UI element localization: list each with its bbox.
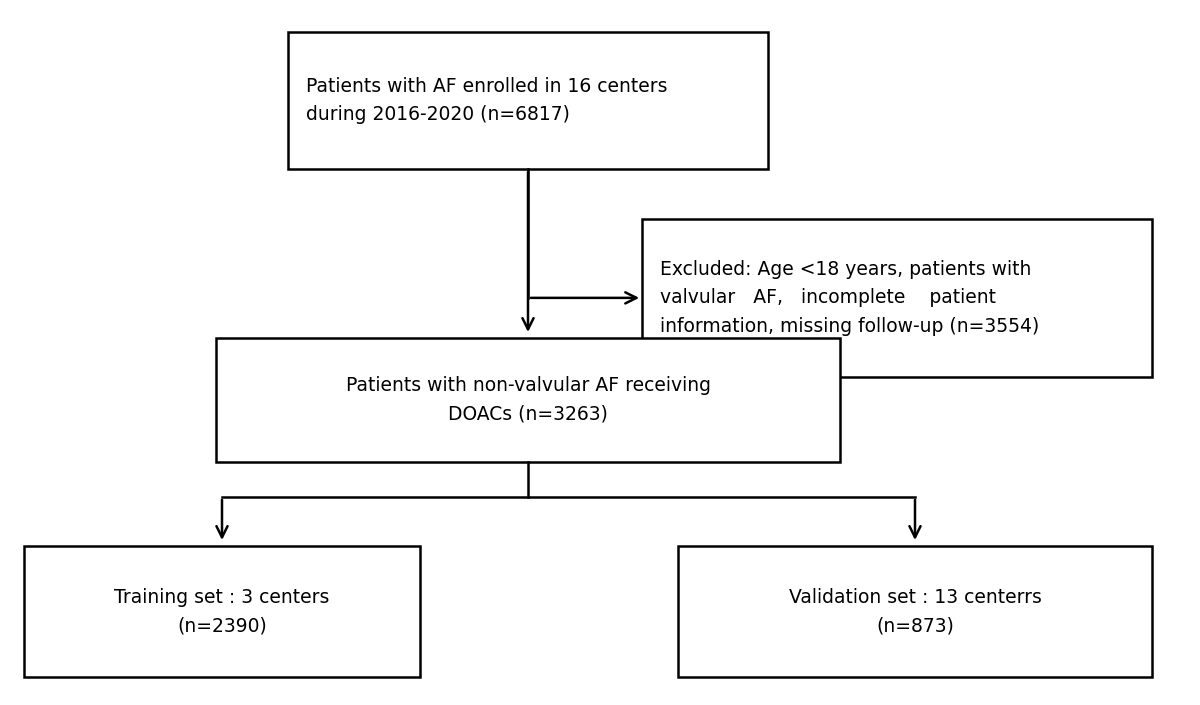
- Text: Validation set : 13 centerrs
(n=873): Validation set : 13 centerrs (n=873): [788, 588, 1042, 635]
- Text: Patients with AF enrolled in 16 centers
during 2016-2020 (n=6817): Patients with AF enrolled in 16 centers …: [306, 77, 667, 124]
- Bar: [678, 546, 1152, 677]
- Text: Patients with non-valvular AF receiving
DOACs (n=3263): Patients with non-valvular AF receiving …: [346, 376, 710, 424]
- Text: Excluded: Age <18 years, patients with
valvular   AF,   incomplete    patient
in: Excluded: Age <18 years, patients with v…: [660, 259, 1039, 336]
- Bar: [288, 32, 768, 169]
- Text: Training set : 3 centers
(n=2390): Training set : 3 centers (n=2390): [114, 588, 330, 635]
- Bar: [24, 546, 420, 677]
- Bar: [642, 219, 1152, 377]
- Bar: [216, 338, 840, 462]
